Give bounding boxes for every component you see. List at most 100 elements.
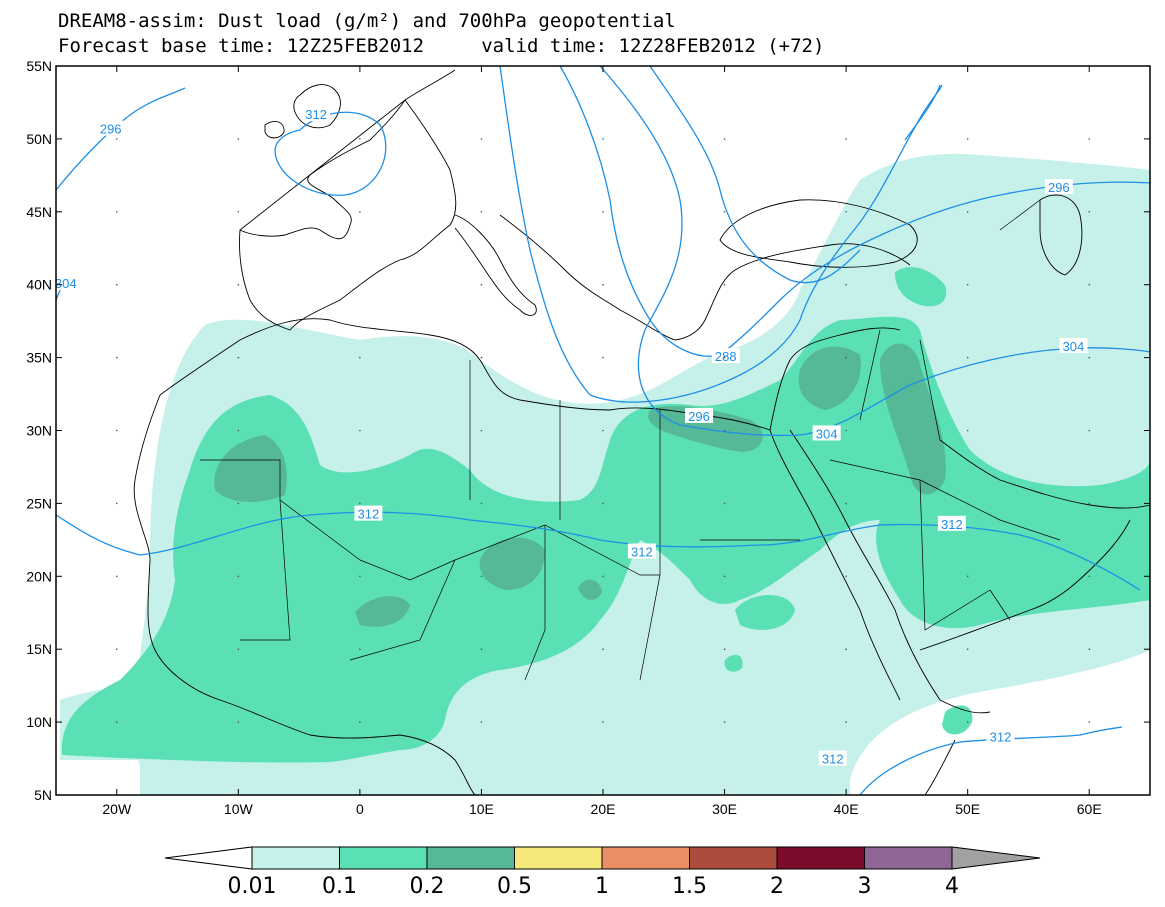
coastline-british-isles	[264, 84, 341, 139]
grid-dot	[1088, 283, 1091, 286]
lat-tick-label: 20N	[26, 568, 52, 584]
grid-dot	[966, 211, 969, 213]
contour-label: 304	[1063, 339, 1085, 354]
grid-dot	[237, 283, 240, 286]
lon-tick-label: 10W	[224, 801, 254, 817]
grid-dot	[723, 648, 726, 650]
contour-label: 304	[816, 426, 838, 441]
colorbar-box	[251, 846, 340, 870]
contour-label: 304	[55, 276, 77, 291]
contour-label: 312	[990, 730, 1012, 745]
colorbar-label: 1	[595, 874, 609, 899]
contour-label-bg	[51, 275, 80, 291]
grid-dot	[1088, 429, 1091, 432]
contour-label-bg	[711, 348, 740, 364]
grid-dot	[237, 648, 240, 650]
grid-dot	[115, 429, 118, 432]
contour-label-bg	[818, 750, 847, 766]
lon-tick-label: 60E	[1077, 801, 1102, 817]
lon-tick-label: 30E	[712, 801, 737, 817]
coastline-balkans	[499, 214, 911, 341]
grid-dot	[115, 575, 118, 578]
dust-region-medium-spot1	[735, 595, 795, 630]
lat-tick-label: 35N	[26, 350, 52, 366]
coastline-black-sea	[719, 199, 918, 268]
colorbar-box	[514, 846, 603, 870]
contour-296-mid	[559, 66, 1150, 357]
grid-dot	[1088, 356, 1091, 359]
colorbar-label: 0.01	[228, 874, 277, 899]
grid-dot	[1088, 138, 1091, 140]
borders	[200, 199, 1061, 681]
coastline-caspian	[1039, 194, 1083, 276]
grid-dot	[480, 429, 483, 432]
grid-dot	[602, 575, 604, 578]
lon-tick-label: 20W	[102, 801, 132, 817]
colorbar-label: 3	[858, 874, 872, 899]
grid-dot	[359, 648, 361, 650]
contour-label: 296	[100, 122, 122, 137]
grid-dot	[845, 502, 847, 505]
dust-region-high6	[880, 343, 946, 495]
lat-tick-label: 10N	[26, 714, 52, 730]
contour-label-bg	[302, 106, 331, 122]
colorbar-label: 4	[945, 874, 959, 899]
grid-dot	[359, 429, 361, 432]
colorbar-box	[689, 846, 778, 870]
contour-304-upper	[649, 66, 861, 284]
grid-dot	[966, 283, 969, 286]
colorbar-box	[776, 846, 865, 870]
grid-dot	[966, 138, 969, 140]
colorbar: 0.01 0.1 0.2 0.5 1 1.5 2 3 4	[164, 846, 1041, 899]
grid-dot	[723, 283, 726, 286]
contour-312-ring	[274, 111, 387, 196]
grid-dot	[480, 211, 483, 213]
grid-dot	[480, 283, 483, 286]
grid-dot	[845, 138, 847, 140]
dust-region-high2	[479, 537, 545, 590]
colorbar-label: 0.1	[322, 874, 357, 899]
lon-tick-label: 40E	[834, 801, 859, 817]
dust-region-high7	[578, 579, 602, 600]
lat-tick-label: 45N	[26, 204, 52, 220]
contour-288	[499, 66, 943, 403]
grid-dot	[723, 502, 726, 505]
contour-label-bg	[627, 543, 656, 559]
chart-title-line-1: DREAM8-assim: Dust load (g/m²) and 700hP…	[58, 10, 676, 32]
colorbar-box	[864, 846, 953, 870]
grid-dot	[845, 575, 847, 578]
grid-dot	[723, 429, 726, 432]
coastlines	[133, 69, 1150, 795]
lat-tick-label: 55N	[26, 58, 52, 74]
dust-region-medium-spot3	[942, 705, 973, 735]
grid-dot	[845, 211, 847, 213]
grid-dot	[237, 138, 240, 140]
chart-title-line-2: Forecast base time: 12Z25FEB2012 valid t…	[58, 35, 825, 57]
coastline-italy	[454, 214, 537, 316]
lat-tick-label: 40N	[26, 277, 52, 293]
grid-dot	[966, 356, 969, 359]
colorbar-box	[601, 846, 690, 870]
grid-dot	[359, 211, 361, 213]
contour-label-bg	[96, 120, 125, 136]
colorbar-label: 1.5	[672, 874, 707, 899]
latitude-ticks: 55N 50N 45N 40N 35N 30N 25N 20N 15N 10N 5N	[26, 58, 1150, 803]
grid-dot	[845, 283, 847, 286]
grid-dot	[966, 575, 969, 578]
grid-dot	[480, 502, 483, 505]
grid-dot	[480, 721, 483, 723]
grid-dot	[359, 356, 361, 359]
grid-dot	[237, 429, 240, 432]
dust-region-high5	[798, 346, 861, 410]
lat-tick-label: 15N	[26, 641, 52, 657]
grid-dot	[723, 575, 726, 578]
colorbar-box	[339, 846, 428, 870]
contour-296-north	[904, 84, 941, 141]
grid-dot	[237, 211, 240, 213]
contour-label-bg	[812, 425, 841, 441]
grid-dot	[602, 502, 604, 505]
grid-dot	[1088, 211, 1091, 213]
colorbar-label: 2	[770, 874, 784, 899]
dust-region-medium-spot2	[724, 654, 743, 672]
